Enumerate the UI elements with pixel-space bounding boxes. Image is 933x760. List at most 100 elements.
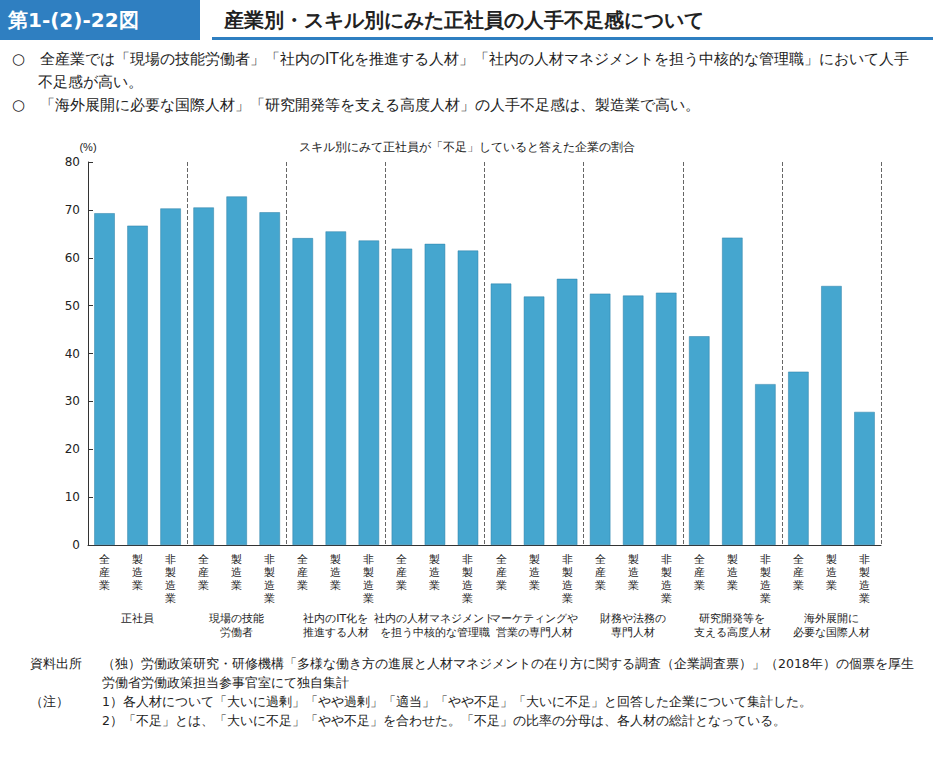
svg-text:非: 非	[661, 553, 672, 566]
svg-text:業: 業	[826, 579, 837, 592]
svg-text:現場の技能: 現場の技能	[209, 612, 264, 625]
svg-text:マーケティングや: マーケティングや	[490, 612, 578, 625]
svg-text:業: 業	[562, 592, 573, 605]
svg-text:業: 業	[264, 592, 275, 605]
svg-text:非: 非	[760, 553, 771, 566]
svg-text:20: 20	[65, 442, 80, 456]
svg-text:産: 産	[198, 566, 209, 579]
svg-text:製: 製	[529, 553, 540, 566]
svg-text:業: 業	[99, 579, 110, 592]
svg-text:70: 70	[65, 203, 80, 217]
svg-text:造: 造	[330, 566, 341, 579]
svg-text:業: 業	[727, 579, 738, 592]
svg-text:全: 全	[396, 553, 407, 566]
svg-text:非: 非	[165, 553, 176, 566]
svg-text:全: 全	[198, 553, 209, 566]
svg-text:製: 製	[826, 553, 837, 566]
svg-text:造: 造	[132, 566, 143, 579]
svg-text:(%): (%)	[79, 141, 96, 153]
svg-text:製: 製	[165, 566, 176, 579]
svg-text:製: 製	[231, 553, 242, 566]
svg-text:産: 産	[694, 566, 705, 579]
svg-text:研究開発等を: 研究開発等を	[699, 612, 765, 625]
svg-text:業: 業	[165, 592, 176, 605]
svg-text:造: 造	[429, 566, 440, 579]
svg-text:業: 業	[694, 579, 705, 592]
svg-text:非: 非	[859, 553, 870, 566]
svg-text:製: 製	[661, 566, 672, 579]
svg-text:製: 製	[132, 553, 143, 566]
svg-text:80: 80	[65, 155, 80, 169]
svg-text:30: 30	[65, 394, 80, 408]
svg-text:業: 業	[859, 592, 870, 605]
svg-text:海外展開に: 海外展開に	[804, 612, 859, 625]
svg-text:業: 業	[462, 592, 473, 605]
svg-text:専門人材: 専門人材	[611, 626, 655, 639]
svg-text:造: 造	[760, 579, 771, 592]
svg-text:製: 製	[760, 566, 771, 579]
svg-text:業: 業	[330, 579, 341, 592]
svg-text:業: 業	[231, 579, 242, 592]
svg-text:必要な国際人材: 必要な国際人材	[793, 626, 870, 639]
svg-text:造: 造	[859, 579, 870, 592]
svg-text:業: 業	[661, 592, 672, 605]
svg-text:製: 製	[363, 566, 374, 579]
svg-text:造: 造	[529, 566, 540, 579]
svg-text:を担う中核的な管理職: を担う中核的な管理職	[380, 626, 490, 639]
svg-text:全: 全	[99, 553, 110, 566]
svg-text:製: 製	[330, 553, 341, 566]
svg-text:全: 全	[694, 553, 705, 566]
svg-text:全: 全	[297, 553, 308, 566]
svg-text:製: 製	[859, 566, 870, 579]
svg-text:製: 製	[562, 566, 573, 579]
svg-text:40: 40	[65, 347, 80, 361]
svg-text:造: 造	[264, 579, 275, 592]
svg-text:全: 全	[595, 553, 606, 566]
svg-text:財務や法務の: 財務や法務の	[600, 612, 666, 625]
svg-text:産: 産	[793, 566, 804, 579]
svg-text:非: 非	[264, 553, 275, 566]
svg-text:業: 業	[529, 579, 540, 592]
svg-text:造: 造	[462, 579, 473, 592]
svg-text:業: 業	[198, 579, 209, 592]
svg-text:産: 産	[99, 566, 110, 579]
svg-text:造: 造	[628, 566, 639, 579]
svg-text:造: 造	[661, 579, 672, 592]
svg-text:非: 非	[363, 553, 374, 566]
svg-text:正社員: 正社員	[121, 612, 154, 625]
svg-text:造: 造	[826, 566, 837, 579]
svg-text:製: 製	[727, 553, 738, 566]
svg-text:業: 業	[396, 579, 407, 592]
svg-text:60: 60	[65, 251, 80, 265]
svg-text:社内のIT化を: 社内のIT化を	[303, 612, 368, 625]
svg-text:50: 50	[65, 299, 80, 313]
svg-text:全: 全	[496, 553, 507, 566]
svg-text:産: 産	[297, 566, 308, 579]
svg-text:業: 業	[595, 579, 606, 592]
svg-text:造: 造	[231, 566, 242, 579]
svg-text:10: 10	[65, 490, 80, 504]
svg-text:非: 非	[562, 553, 573, 566]
svg-text:非: 非	[462, 553, 473, 566]
svg-text:スキル別にみて正社員が「不足」していると答えた企業の割合: スキル別にみて正社員が「不足」していると答えた企業の割合	[299, 140, 635, 154]
svg-text:産: 産	[595, 566, 606, 579]
svg-text:造: 造	[727, 566, 738, 579]
svg-text:営業の専門人材: 営業の専門人材	[496, 626, 573, 639]
svg-text:業: 業	[760, 592, 771, 605]
svg-text:社内の人材マネジメント: 社内の人材マネジメント	[374, 612, 495, 625]
svg-text:業: 業	[363, 592, 374, 605]
svg-text:全: 全	[793, 553, 804, 566]
svg-text:製: 製	[462, 566, 473, 579]
svg-text:0: 0	[72, 538, 80, 552]
svg-text:推進する人材: 推進する人材	[303, 626, 369, 639]
svg-text:業: 業	[793, 579, 804, 592]
svg-text:業: 業	[132, 579, 143, 592]
svg-text:業: 業	[628, 579, 639, 592]
svg-text:産: 産	[396, 566, 407, 579]
svg-text:労働者: 労働者	[220, 626, 253, 639]
svg-text:業: 業	[297, 579, 308, 592]
svg-text:業: 業	[429, 579, 440, 592]
svg-text:製: 製	[628, 553, 639, 566]
svg-text:支える高度人材: 支える高度人材	[694, 626, 771, 639]
svg-text:造: 造	[562, 579, 573, 592]
